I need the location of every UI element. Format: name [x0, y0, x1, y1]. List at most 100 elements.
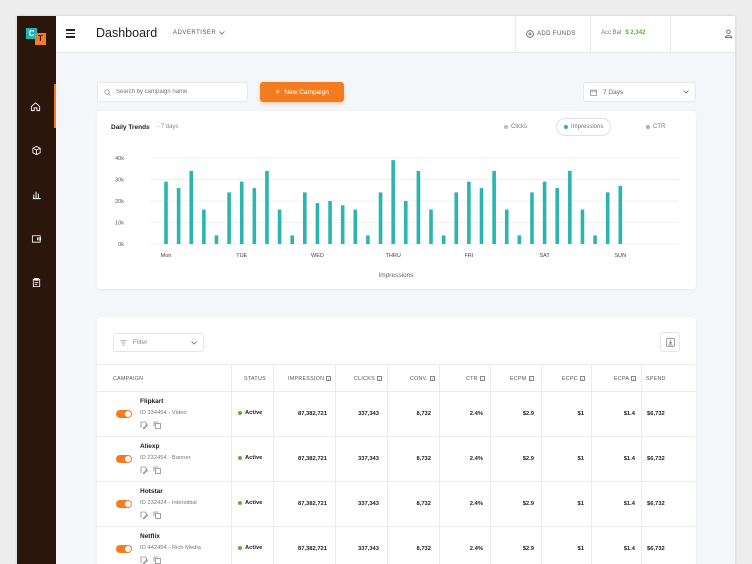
bar[interactable] [378, 192, 383, 244]
campaign-name[interactable]: Aliexp [140, 443, 160, 450]
info-icon[interactable]: i [326, 376, 332, 381]
bar[interactable] [252, 188, 257, 244]
bar[interactable] [416, 170, 421, 244]
bar[interactable] [214, 235, 219, 244]
export-button[interactable] [660, 332, 680, 352]
search-box[interactable] [97, 82, 248, 102]
sidebar-item-tasks[interactable] [17, 260, 56, 304]
edit-icon[interactable] [140, 556, 148, 564]
bar[interactable] [340, 205, 345, 244]
status-dot [238, 546, 242, 550]
add-funds-button[interactable]: ADD FUNDS [526, 30, 576, 38]
bar[interactable] [618, 185, 623, 244]
campaign-name[interactable]: Hotstar [140, 488, 163, 495]
bar[interactable] [303, 192, 307, 244]
bar[interactable] [227, 192, 231, 244]
bar[interactable] [504, 209, 509, 244]
edit-icon[interactable] [140, 466, 148, 474]
bar[interactable] [467, 181, 471, 244]
copy-icon[interactable] [153, 421, 161, 429]
bar[interactable] [164, 181, 168, 244]
column-header-ecpm[interactable]: ECPM i [510, 375, 534, 382]
column-header-clicks[interactable]: CLICKS i [354, 375, 382, 382]
bar[interactable] [441, 235, 446, 244]
x-tick-label: FRI [464, 253, 473, 259]
info-icon[interactable]: i [479, 376, 485, 381]
campaign-name[interactable]: Flipkart [140, 398, 164, 405]
bar[interactable] [517, 235, 522, 244]
copy-icon[interactable] [153, 511, 161, 519]
column-header-ctr[interactable]: CTR i [466, 375, 485, 382]
new-campaign-label: New Campaign [284, 88, 329, 96]
filter-dropdown[interactable]: Filter [113, 333, 204, 352]
bar[interactable] [568, 170, 572, 244]
column-header-campaign[interactable]: CAMPAIGN [113, 375, 144, 382]
bar[interactable] [429, 209, 433, 244]
table-header: CAMPAIGN STATUS IMPRESSION i CLICKS i CONV… [97, 364, 696, 392]
column-header-status[interactable]: STATUS [244, 375, 266, 382]
column-header-ecpa[interactable]: ECPA i [614, 375, 637, 382]
legend-ctr[interactable]: CTR [646, 121, 665, 133]
campaign-toggle[interactable] [116, 500, 132, 508]
table-row[interactable]: Hotstar ID 232424 - Interstitial Active … [97, 482, 696, 527]
column-header-conv[interactable]: CONV. i [410, 375, 435, 382]
home-icon [30, 101, 41, 111]
date-range-select[interactable]: 7 Days [583, 82, 696, 102]
campaign-toggle[interactable] [116, 410, 132, 418]
bar[interactable] [454, 192, 459, 244]
bar[interactable] [479, 188, 484, 244]
sidebar-item-box[interactable] [17, 128, 56, 172]
legend-impressions[interactable]: Impressions [556, 118, 612, 136]
bar[interactable] [315, 203, 320, 244]
bar[interactable] [239, 181, 244, 244]
new-campaign-button[interactable]: + New Campaign [260, 82, 344, 102]
sidebar-item-home[interactable] [17, 84, 56, 128]
sidebar-item-wallet[interactable] [17, 216, 56, 260]
column-divider [591, 364, 592, 564]
bar[interactable] [353, 209, 358, 244]
column-header-impression[interactable]: IMPRESSION i [288, 375, 332, 382]
bar[interactable] [202, 209, 206, 244]
info-icon[interactable]: i [376, 376, 382, 381]
menu-icon[interactable] [66, 29, 75, 38]
advertiser-dropdown[interactable]: ADVERTISER [173, 30, 226, 36]
bar[interactable] [290, 235, 294, 244]
edit-icon[interactable] [140, 511, 148, 519]
bar[interactable] [176, 188, 181, 244]
info-icon[interactable]: i [429, 376, 435, 381]
campaign-toggle[interactable] [116, 455, 132, 463]
table-row[interactable]: Netflix ID 442454 - Rich Media Active 87… [97, 527, 696, 564]
column-header-ecpc[interactable]: ECPC i [562, 375, 585, 382]
edit-icon[interactable] [140, 421, 148, 429]
copy-icon[interactable] [153, 466, 161, 474]
bar[interactable] [391, 160, 395, 244]
bar[interactable] [530, 192, 534, 244]
info-icon[interactable]: i [528, 376, 534, 381]
bar[interactable] [403, 201, 408, 244]
campaign-toggle[interactable] [116, 545, 132, 553]
bar[interactable] [189, 170, 194, 244]
bar[interactable] [492, 170, 496, 244]
user-icon[interactable] [724, 29, 733, 38]
copy-icon[interactable] [153, 556, 161, 564]
campaign-name[interactable]: Netflix [140, 533, 160, 540]
status-badge: Active [238, 455, 262, 461]
bar[interactable] [265, 170, 269, 244]
legend-clicks[interactable]: Clicks [504, 121, 527, 133]
bar[interactable] [366, 235, 370, 244]
info-icon[interactable]: i [579, 376, 585, 381]
table-row[interactable]: Aliexp ID 232454 - Banner Active 87,382,… [97, 437, 696, 482]
bar[interactable] [593, 235, 597, 244]
bar[interactable] [542, 181, 547, 244]
bar[interactable] [555, 188, 560, 244]
column-header-spend[interactable]: SPEND [646, 375, 666, 382]
info-icon[interactable]: i [631, 376, 637, 381]
bar[interactable] [580, 209, 585, 244]
bar[interactable] [277, 209, 282, 244]
search-input[interactable] [116, 89, 236, 95]
bar[interactable] [605, 192, 610, 244]
chart-subtitle: - 7 days [157, 124, 179, 130]
table-row[interactable]: Flipkart ID 334454 - Video Active 87,382… [97, 392, 696, 437]
sidebar-item-reports[interactable] [17, 172, 56, 216]
bar[interactable] [328, 201, 332, 244]
